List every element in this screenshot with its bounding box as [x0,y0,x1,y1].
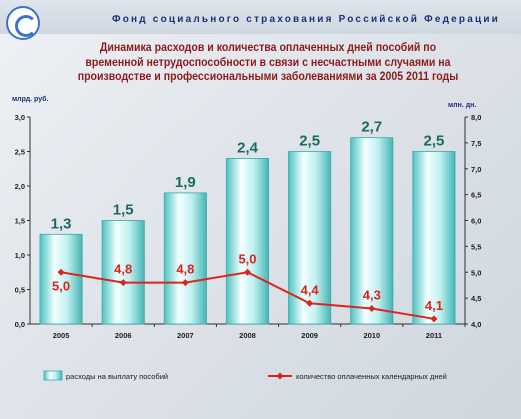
days-series-marker [244,268,251,276]
bar-value-label: 1,5 [113,202,134,219]
left-tick-label: 2,0 [15,182,25,191]
line-value-label: 5,0 [52,278,70,293]
right-tick-label: 8,0 [471,113,481,122]
category-label: 2008 [239,331,256,340]
line-value-label: 4,8 [114,262,132,277]
right-tick-label: 6,0 [471,217,481,226]
bar-value-label: 2,4 [237,139,259,156]
left-tick-label: 1,0 [15,251,25,260]
legend-line-label: количество оплаченных календарных дней [296,372,447,381]
category-label: 2007 [177,331,194,340]
days-series-marker [368,304,376,312]
days-series-marker [181,279,189,287]
bar-value-label: 1,3 [51,215,72,232]
right-tick-label: 5,5 [471,242,481,251]
chart-title: Динамика расходов и количества оплаченны… [77,42,459,83]
right-tick-label: 6,5 [471,191,481,200]
expense-bar [412,151,456,325]
right-axis-unit: млн. дн. [448,102,476,109]
bar-value-label: 1,9 [175,174,196,191]
days-series-marker [119,279,127,287]
expense-bar [163,192,207,325]
organization-title: Фонд социального страхования Российской … [112,14,501,25]
category-label: 2009 [301,331,318,340]
line-value-label: 4,8 [176,262,194,277]
line-value-label: 4,4 [301,282,320,297]
legend-line-marker [276,372,284,380]
days-series-marker [306,299,314,307]
expense-bar [225,157,270,325]
category-label: 2006 [115,331,132,340]
category-label: 2005 [53,331,70,340]
category-label: 2010 [363,331,380,340]
legend-bar-swatch [43,370,63,381]
right-tick-label: 7,5 [471,139,481,148]
expense-bar [101,220,145,325]
bar-value-label: 2,5 [299,133,320,150]
header-band [0,0,521,34]
left-tick-label: 1,5 [15,217,25,226]
left-tick-label: 0,5 [15,286,25,295]
line-value-label: 4,1 [425,298,443,313]
right-tick-label: 4,0 [471,320,481,329]
days-series-marker [430,315,438,323]
bar-value-label: 2,7 [361,119,382,136]
left-tick-label: 2,5 [15,148,25,157]
left-axis-unit: млрд. руб. [12,95,48,103]
line-value-label: 5,0 [238,251,256,266]
legend-bar-label: расходы на выплату пособий [66,372,168,381]
line-value-label: 4,3 [363,287,381,302]
bar-value-label: 2,5 [423,133,444,150]
right-tick-label: 5,0 [471,268,481,277]
expense-bar [350,137,394,325]
left-tick-label: 3,0 [15,113,25,122]
expense-bar [288,151,332,325]
fss-logo-icon [6,6,40,40]
right-tick-label: 7,0 [471,165,481,174]
days-series-marker [57,268,65,276]
left-tick-label: 0,0 [15,320,25,329]
category-label: 2011 [426,331,442,340]
expense-bar [39,233,83,325]
right-tick-label: 4,5 [471,294,481,303]
